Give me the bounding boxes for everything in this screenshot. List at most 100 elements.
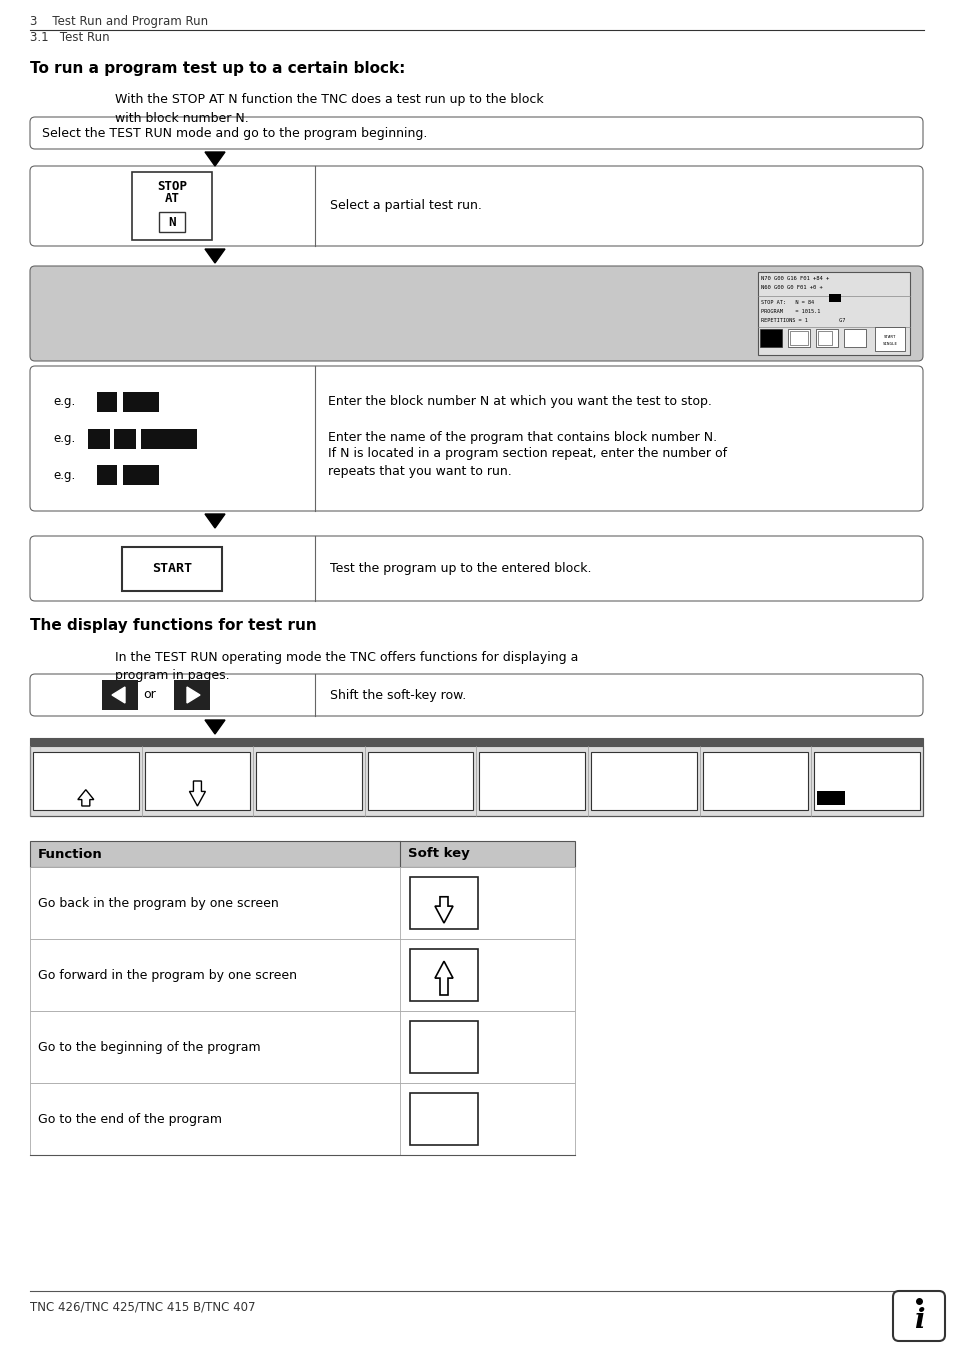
Text: In the TEST RUN operating mode the TNC offers functions for displaying a
program: In the TEST RUN operating mode the TNC o… — [115, 651, 578, 682]
Text: i: i — [913, 1306, 923, 1333]
Polygon shape — [112, 688, 125, 703]
Bar — [591, 753, 696, 811]
Text: Enter the block number N at which you want the test to stop.: Enter the block number N at which you wa… — [328, 396, 711, 408]
Bar — [30, 738, 923, 746]
Text: 3-3: 3-3 — [904, 1301, 923, 1315]
Text: Go to the beginning of the program: Go to the beginning of the program — [38, 1040, 260, 1054]
Text: e.g.: e.g. — [53, 469, 75, 481]
Text: Select a partial test run.: Select a partial test run. — [330, 200, 481, 212]
Text: Go to the end of the program: Go to the end of the program — [38, 1112, 222, 1125]
Bar — [758, 272, 909, 355]
Text: STOP AT:   N = 84: STOP AT: N = 84 — [760, 300, 813, 305]
Bar — [479, 753, 584, 811]
Text: PROGRAM    = 1015.1: PROGRAM = 1015.1 — [760, 309, 820, 313]
Text: TEXT: TEXT — [409, 789, 432, 798]
Bar — [760, 330, 781, 347]
Bar — [132, 172, 212, 240]
Text: REPETITIONS = 1          G7: REPETITIONS = 1 G7 — [760, 317, 844, 323]
Bar — [113, 428, 136, 449]
Text: Enter the name of the program that contains block number N.: Enter the name of the program that conta… — [328, 431, 717, 443]
Text: 3    Test Run and Program Run: 3 Test Run and Program Run — [30, 15, 208, 28]
Text: OFF: OFF — [823, 793, 838, 802]
Text: With the STOP AT N function the TNC does a test run up to the block
with block n: With the STOP AT N function the TNC does… — [115, 93, 543, 124]
Bar — [88, 428, 110, 449]
Bar — [30, 738, 923, 816]
FancyBboxPatch shape — [30, 266, 923, 361]
Text: END: END — [435, 1102, 453, 1113]
Bar — [122, 547, 222, 590]
Bar — [163, 428, 196, 449]
Bar — [123, 392, 159, 412]
Text: Go back in the program by one screen: Go back in the program by one screen — [38, 897, 278, 909]
Bar — [141, 428, 163, 449]
Text: TEXT: TEXT — [297, 789, 320, 798]
Polygon shape — [187, 688, 200, 703]
Bar — [159, 212, 185, 232]
Text: TEXT: TEXT — [431, 1124, 456, 1133]
Text: /ON: /ON — [845, 793, 860, 802]
Polygon shape — [205, 249, 225, 263]
Bar — [828, 295, 841, 303]
Text: TEXT: TEXT — [431, 1051, 456, 1062]
Text: or: or — [144, 689, 156, 701]
Text: Shift the soft-key row.: Shift the soft-key row. — [330, 689, 466, 701]
FancyBboxPatch shape — [30, 366, 923, 511]
Bar — [843, 330, 865, 347]
Text: e.g.: e.g. — [53, 396, 75, 408]
Text: Soft key: Soft key — [408, 847, 469, 861]
FancyBboxPatch shape — [30, 536, 923, 601]
Bar — [30, 1011, 575, 1084]
Polygon shape — [205, 513, 225, 528]
Bar — [410, 948, 477, 1001]
Bar — [97, 392, 117, 412]
Bar — [145, 753, 250, 811]
Bar — [410, 1021, 477, 1073]
Text: To run a program test up to a certain block:: To run a program test up to a certain bl… — [30, 61, 405, 76]
Text: e.g.: e.g. — [53, 432, 75, 444]
Text: Function: Function — [38, 847, 103, 861]
Polygon shape — [205, 153, 225, 166]
Text: PAGE: PAGE — [431, 886, 456, 897]
Text: /□: /□ — [861, 763, 872, 773]
Bar — [173, 680, 210, 711]
Bar — [410, 1093, 477, 1146]
FancyBboxPatch shape — [30, 674, 923, 716]
Bar — [256, 753, 361, 811]
Text: STOP: STOP — [157, 180, 187, 192]
Text: START: START — [152, 562, 192, 576]
Text: PAGE: PAGE — [186, 767, 209, 777]
Text: PAGE: PAGE — [431, 959, 456, 969]
Bar — [789, 331, 807, 345]
FancyBboxPatch shape — [892, 1292, 944, 1342]
Text: Select the TEST RUN mode and go to the program beginning.: Select the TEST RUN mode and go to the p… — [42, 127, 427, 139]
Bar — [410, 877, 477, 929]
Bar — [123, 465, 159, 485]
Bar — [702, 753, 807, 811]
Text: PAGE: PAGE — [74, 767, 97, 777]
Text: Go forward in the program by one screen: Go forward in the program by one screen — [38, 969, 296, 981]
Bar — [814, 753, 919, 811]
Text: N70 G00 G16 F01 +84 +: N70 G00 G16 F01 +84 + — [760, 276, 828, 281]
FancyBboxPatch shape — [30, 166, 923, 246]
Bar — [30, 746, 923, 816]
Text: N60 G00 G0 F01 +0 +: N60 G00 G0 F01 +0 + — [760, 285, 821, 290]
Text: SINGLE: SINGLE — [882, 342, 897, 346]
Bar — [815, 330, 837, 347]
Bar — [30, 867, 575, 939]
Bar — [30, 842, 575, 867]
Bar — [874, 327, 904, 351]
Bar — [787, 330, 809, 347]
Text: BEGIN: BEGIN — [428, 1031, 459, 1040]
Text: START: START — [882, 335, 895, 339]
Text: AT: AT — [164, 192, 179, 204]
Text: The display functions for test run: The display functions for test run — [30, 617, 316, 634]
Bar — [33, 753, 138, 811]
Polygon shape — [205, 720, 225, 734]
Text: If N is located in a program section repeat, enter the number of
repeats that yo: If N is located in a program section rep… — [328, 446, 726, 477]
Text: BEGIN: BEGIN — [294, 767, 323, 777]
FancyBboxPatch shape — [30, 118, 923, 149]
Bar — [97, 465, 117, 485]
Text: 3.1   Test Run: 3.1 Test Run — [30, 31, 110, 45]
Text: N: N — [168, 216, 175, 228]
Text: Test the program up to the entered block.: Test the program up to the entered block… — [330, 562, 591, 576]
